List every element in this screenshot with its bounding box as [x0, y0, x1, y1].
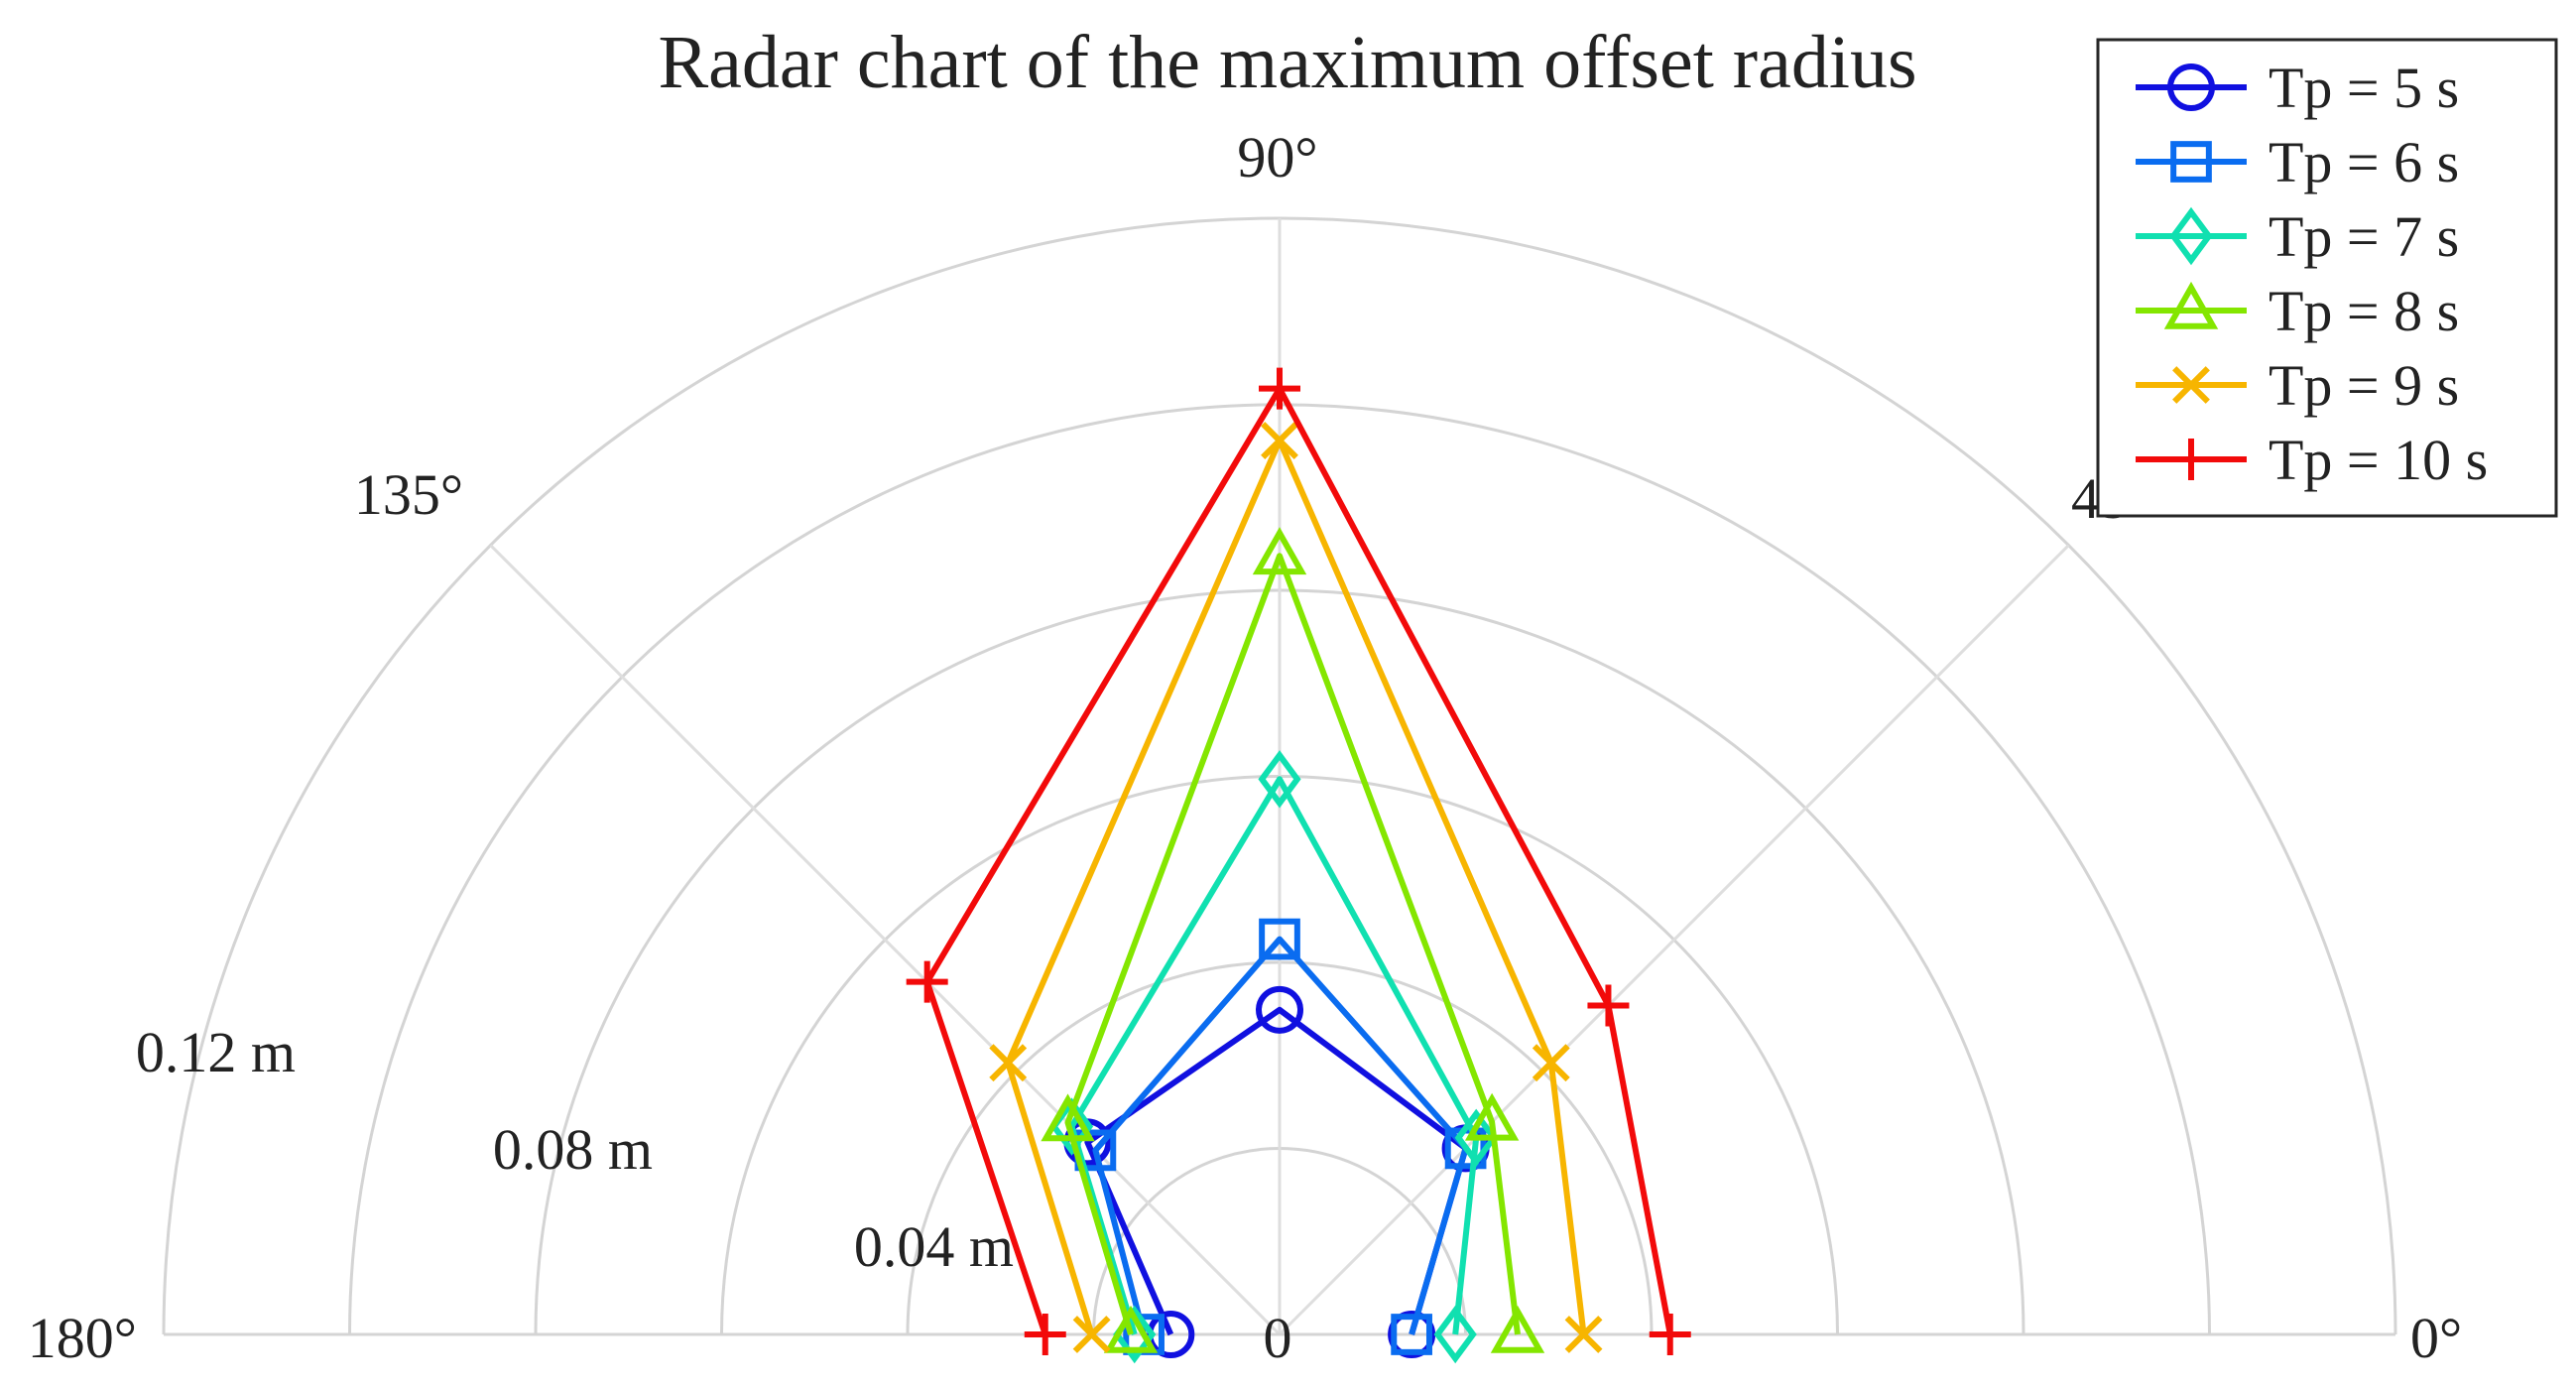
angle-tick-label: 180°: [28, 1306, 137, 1370]
grid-spoke: [1278, 544, 2070, 1336]
legend-label: Tp = 8 s: [2269, 279, 2459, 343]
series-layer: [906, 367, 1691, 1364]
radius-tick-label: 0.04 m: [854, 1214, 1014, 1279]
data-point: [906, 960, 948, 1003]
data-point: [1649, 1314, 1691, 1355]
radius-tick-label: 0.08 m: [493, 1117, 653, 1182]
data-point: [1103, 1305, 1159, 1353]
data-point: [1454, 1108, 1498, 1167]
radius-tick-label: 0.12 m: [136, 1020, 296, 1084]
legend-label: Tp = 6 s: [2269, 130, 2459, 194]
series-4: [1041, 527, 1545, 1353]
legend-box: [2096, 38, 2558, 518]
data-point: [2163, 281, 2219, 329]
data-point: [1587, 984, 1630, 1027]
series-line: [1068, 776, 1480, 1335]
series-line: [1084, 1006, 1469, 1336]
axis-labels: 0°45°90°135°180°00.04 m0.08 m0.12 m: [28, 125, 2462, 1370]
data-point: [1433, 1305, 1477, 1364]
legend-label: Tp = 5 s: [2269, 56, 2459, 120]
legend-item: Tp = 9 s: [2136, 353, 2459, 418]
series-line: [1064, 553, 1521, 1335]
data-point: [1258, 750, 1301, 809]
data-point: [1024, 1314, 1066, 1355]
legend-item: Tp = 8 s: [2136, 279, 2459, 343]
data-point: [1391, 1314, 1432, 1355]
data-point: [1261, 422, 1298, 459]
data-point: [1252, 527, 1307, 575]
data-point: [2170, 141, 2212, 183]
legend-item: Tp = 7 s: [2136, 204, 2459, 269]
grid-spoke: [489, 544, 1282, 1336]
legend-label: Tp = 7 s: [2269, 204, 2459, 269]
legend-label: Tp = 9 s: [2269, 353, 2459, 418]
data-point: [2170, 439, 2212, 480]
data-point: [1564, 1316, 1603, 1353]
data-point: [1256, 985, 1303, 1034]
series-line: [1092, 936, 1469, 1335]
angle-tick-label: 135°: [354, 462, 463, 527]
chart-title: Radar chart of the maximum offset radius: [658, 21, 1916, 104]
series-line: [923, 385, 1673, 1335]
data-point: [1072, 1316, 1111, 1353]
series-6: [906, 367, 1691, 1355]
data-point: [1041, 1093, 1095, 1142]
legend-item: Tp = 5 s: [2136, 56, 2459, 120]
radius-tick-label: 0: [1264, 1306, 1292, 1370]
data-point: [1532, 1044, 1570, 1082]
data-point: [1259, 367, 1300, 410]
data-point: [989, 1044, 1028, 1082]
angle-tick-label: 0°: [2410, 1306, 2462, 1370]
series-5: [989, 422, 1603, 1353]
data-point: [1490, 1305, 1545, 1353]
legend-item: Tp = 10 s: [2136, 428, 2488, 492]
angle-tick-label: 90°: [1237, 125, 1317, 189]
legend-item: Tp = 6 s: [2136, 130, 2459, 194]
legend-label: Tp = 10 s: [2269, 428, 2488, 492]
data-point: [2167, 63, 2215, 111]
data-point: [1464, 1092, 1520, 1141]
data-point: [2172, 366, 2210, 404]
data-point: [2169, 206, 2213, 266]
legend: Tp = 5 s Tp = 6 s Tp = 7 s Tp = 8 s Tp = 9 s…: [2096, 38, 2558, 518]
data-point: [1388, 1311, 1436, 1358]
data-point: [1259, 918, 1300, 960]
